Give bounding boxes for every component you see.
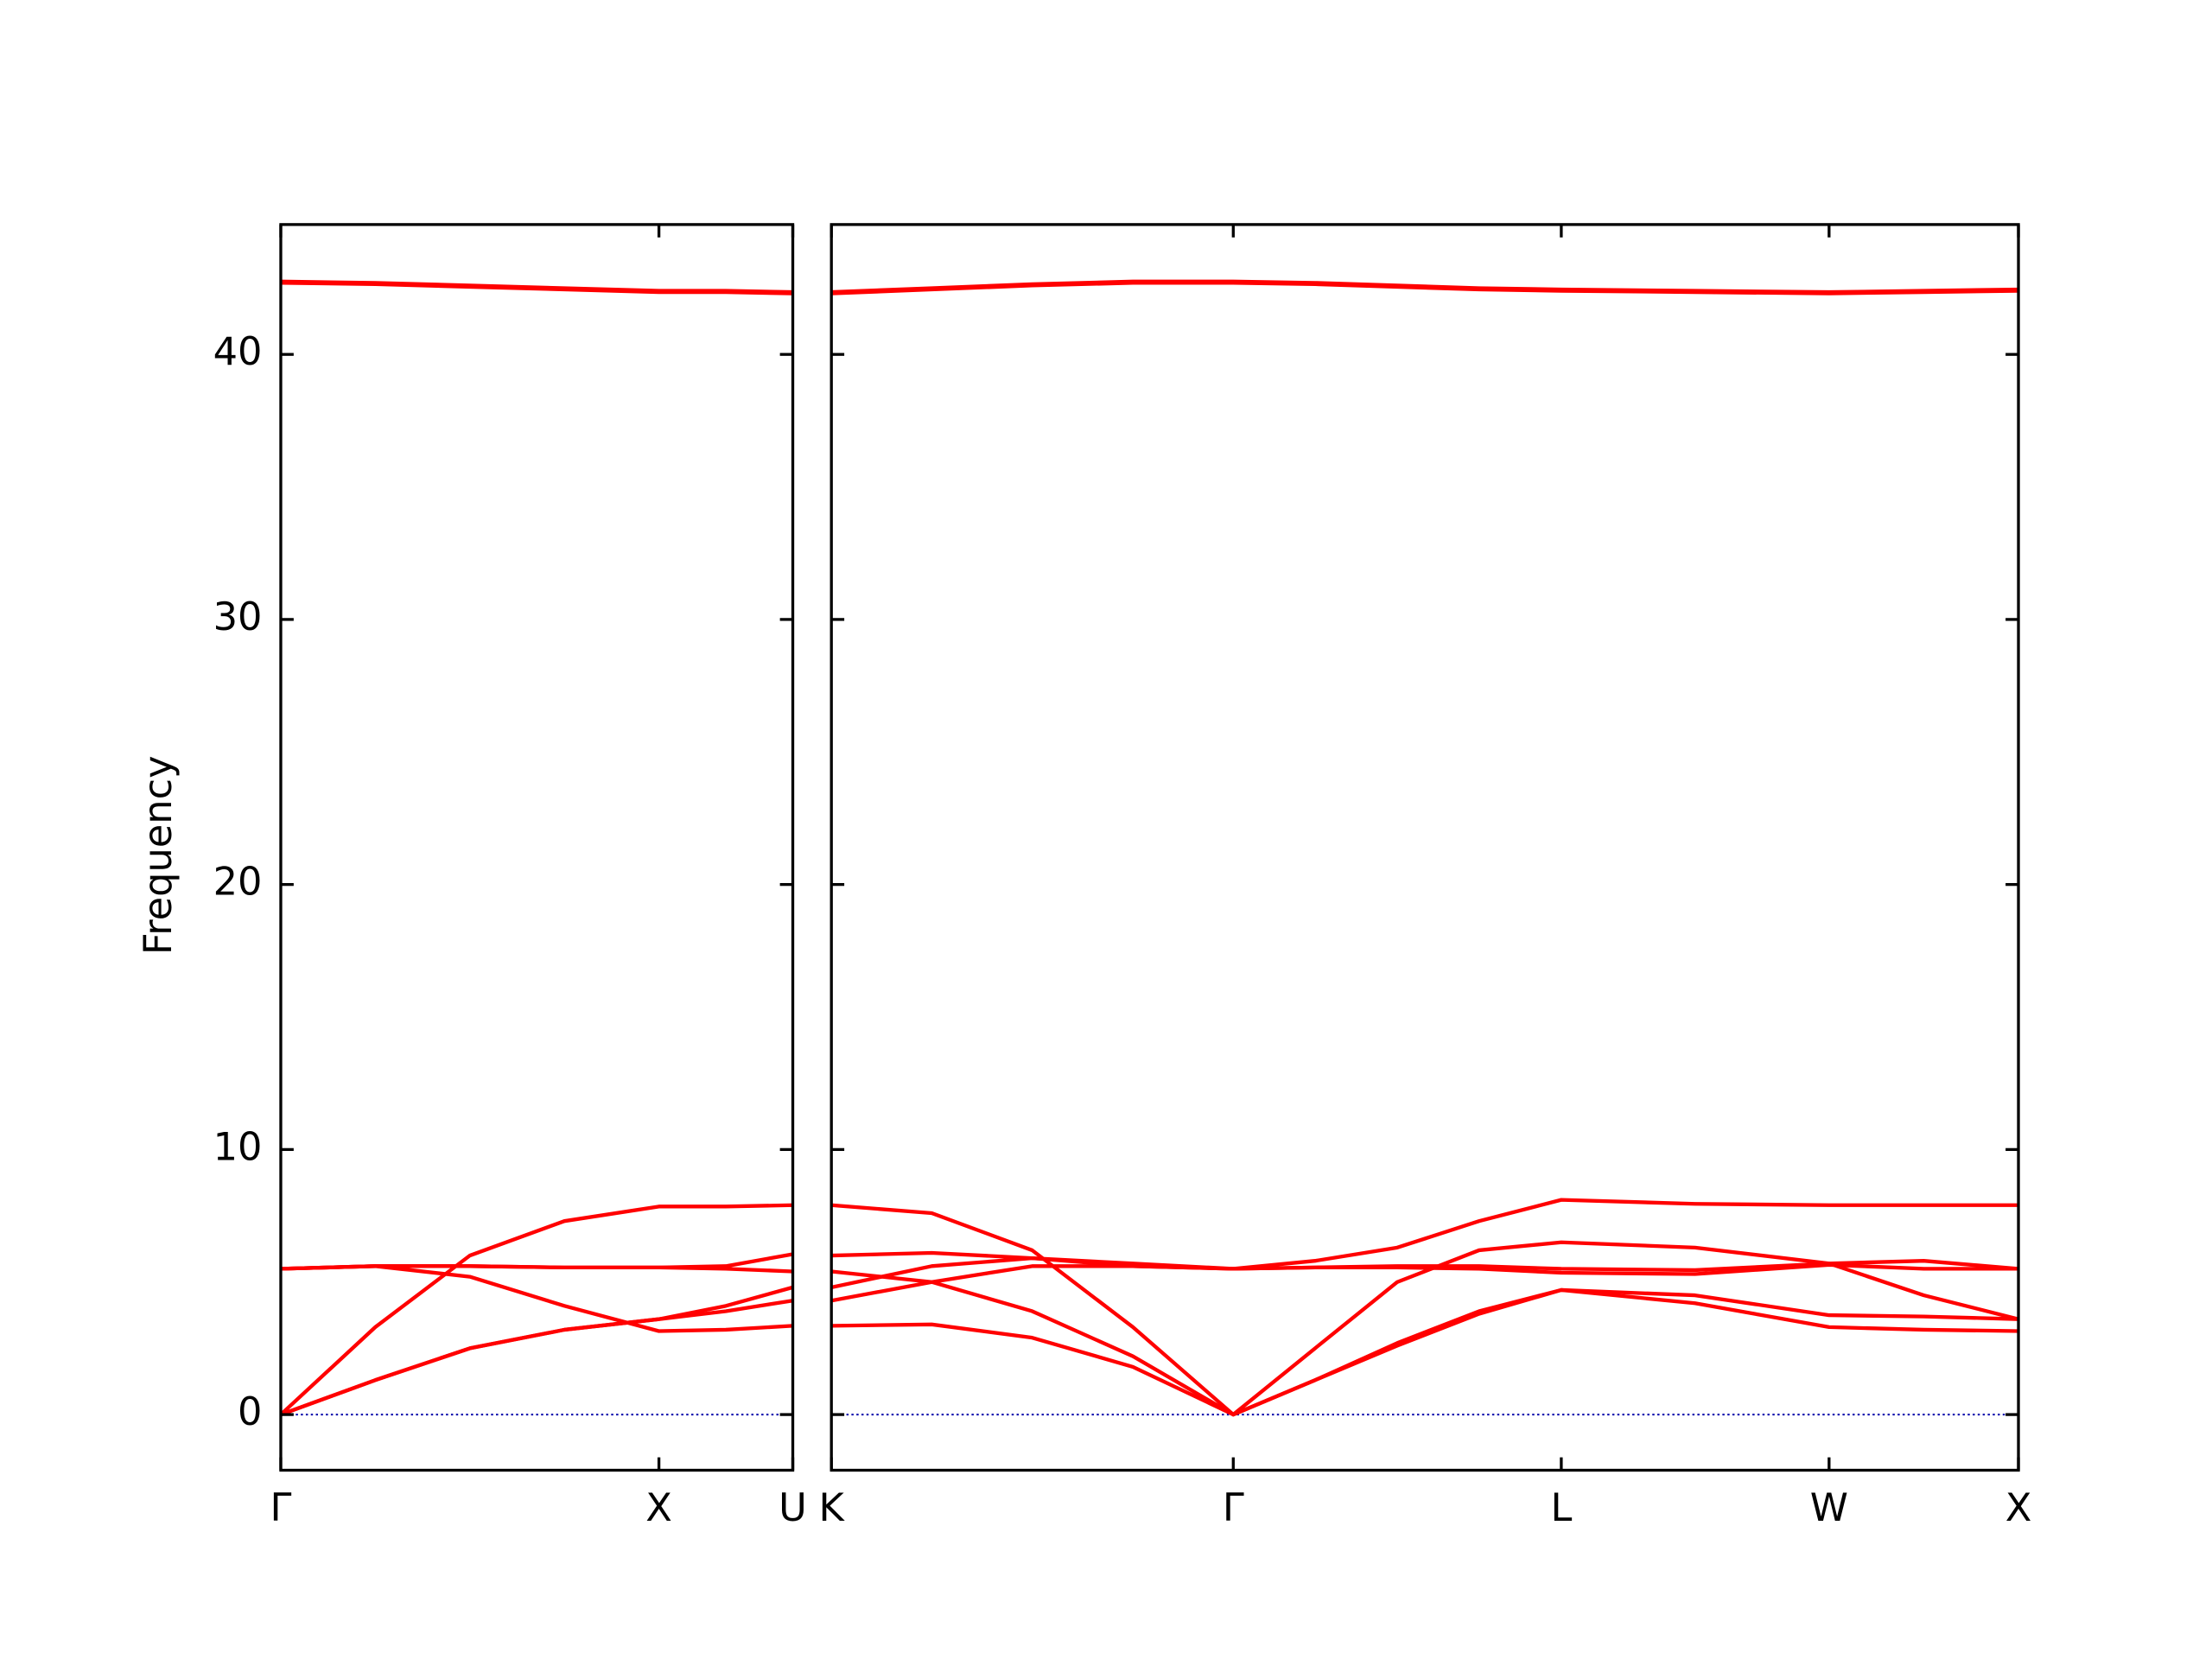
y-tick-label: 10 — [213, 1124, 263, 1169]
band-line — [831, 1287, 2018, 1417]
y-tick-label: 30 — [213, 594, 263, 639]
band-line — [831, 279, 2018, 295]
band-line — [280, 1203, 793, 1416]
band-line — [831, 1269, 2018, 1417]
x-tick-label: Γ — [1223, 1485, 1244, 1530]
plot-frame — [830, 223, 2020, 1472]
y-tick-label: 40 — [213, 329, 263, 374]
plot-frame — [279, 223, 795, 1472]
x-tick-label: W — [1810, 1485, 1848, 1530]
x-tick-label: X — [2005, 1485, 2032, 1530]
x-tick-label: Γ — [270, 1485, 292, 1530]
band-line — [280, 1285, 793, 1417]
x-tick-label: X — [645, 1485, 672, 1530]
band-line — [280, 1264, 793, 1274]
x-tick-label: K — [819, 1485, 846, 1530]
band-line — [280, 279, 793, 295]
y-tick-label: 0 — [238, 1389, 262, 1434]
x-tick-label: L — [1550, 1485, 1572, 1530]
y-axis-label: Frequency — [136, 755, 181, 955]
band-line — [831, 1198, 2018, 1271]
y-tick-label: 20 — [213, 860, 263, 905]
x-tick-label: U — [779, 1485, 807, 1530]
